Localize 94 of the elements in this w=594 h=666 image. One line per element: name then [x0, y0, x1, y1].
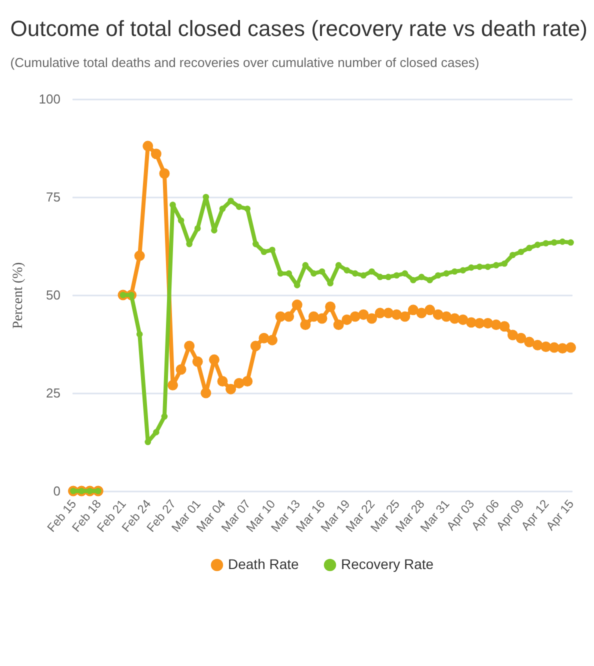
point — [153, 429, 160, 436]
point — [250, 340, 261, 352]
point — [568, 239, 574, 246]
point — [468, 264, 474, 271]
point — [142, 140, 154, 152]
point — [526, 244, 532, 252]
point — [286, 270, 292, 277]
point — [325, 302, 336, 312]
point — [366, 313, 377, 324]
point — [194, 225, 201, 232]
point — [507, 330, 518, 340]
point — [308, 311, 319, 322]
point — [300, 320, 311, 330]
point — [168, 380, 178, 390]
point — [150, 148, 162, 160]
point — [452, 268, 458, 275]
legend-label: Death Rate — [228, 556, 300, 572]
point — [542, 240, 550, 246]
point — [385, 274, 392, 280]
point — [402, 270, 408, 277]
point — [136, 331, 143, 338]
point — [159, 168, 170, 179]
point — [344, 267, 350, 274]
point — [484, 264, 491, 270]
point — [184, 340, 195, 352]
point — [559, 238, 566, 245]
point — [269, 246, 276, 254]
point — [458, 314, 468, 325]
point — [383, 308, 394, 318]
point — [178, 217, 184, 224]
point — [501, 260, 508, 267]
point — [144, 438, 152, 446]
y-tick-label: 0 — [53, 484, 60, 498]
point — [476, 264, 483, 270]
point — [443, 270, 450, 277]
point — [277, 270, 284, 277]
point — [482, 318, 494, 328]
point — [551, 239, 558, 246]
point — [418, 274, 425, 280]
point — [460, 267, 466, 274]
point — [219, 206, 226, 212]
y-tick-label: 25 — [46, 386, 60, 400]
point — [410, 276, 416, 284]
point — [316, 313, 328, 324]
point — [310, 270, 317, 277]
point — [244, 206, 251, 212]
point — [518, 248, 524, 256]
y-tick-label: 50 — [46, 288, 60, 302]
chart-subtitle: (Cumulative total deaths and recoveries over cumulative number of closed cases) — [10, 55, 480, 70]
legend-label: Recovery Rate — [341, 556, 434, 572]
point — [161, 413, 168, 420]
point — [492, 262, 500, 268]
point — [260, 248, 268, 256]
chart-title: Outcome of total closed cases (recovery rate vs death rate) — [10, 16, 588, 41]
point — [534, 242, 541, 248]
y-tick-label: 100 — [38, 92, 60, 106]
point — [318, 268, 326, 275]
point — [242, 376, 253, 386]
point — [424, 304, 436, 316]
point — [176, 364, 186, 375]
point — [252, 240, 259, 248]
point — [267, 334, 278, 346]
point — [170, 202, 176, 208]
point — [200, 388, 212, 398]
point — [426, 276, 433, 284]
point — [226, 384, 236, 394]
point — [342, 314, 352, 325]
point — [217, 376, 228, 386]
point — [360, 272, 367, 279]
point — [292, 300, 302, 310]
point — [284, 311, 294, 322]
point — [358, 309, 369, 320]
point — [192, 356, 203, 367]
point — [499, 321, 510, 332]
point — [333, 320, 344, 330]
point — [134, 250, 145, 262]
point — [208, 354, 220, 365]
point — [524, 336, 535, 348]
point — [416, 308, 427, 318]
point — [352, 270, 358, 277]
y-axis-title: Percent (%) — [10, 262, 26, 329]
point — [434, 272, 442, 279]
point — [376, 274, 384, 280]
point — [400, 311, 410, 322]
point — [408, 304, 418, 316]
point — [516, 332, 526, 344]
y-tick-label: 75 — [46, 190, 60, 204]
point — [393, 272, 400, 279]
point — [368, 268, 375, 275]
point — [228, 198, 234, 204]
point — [566, 342, 576, 353]
point — [510, 252, 516, 258]
point — [335, 262, 342, 268]
point — [236, 204, 242, 210]
